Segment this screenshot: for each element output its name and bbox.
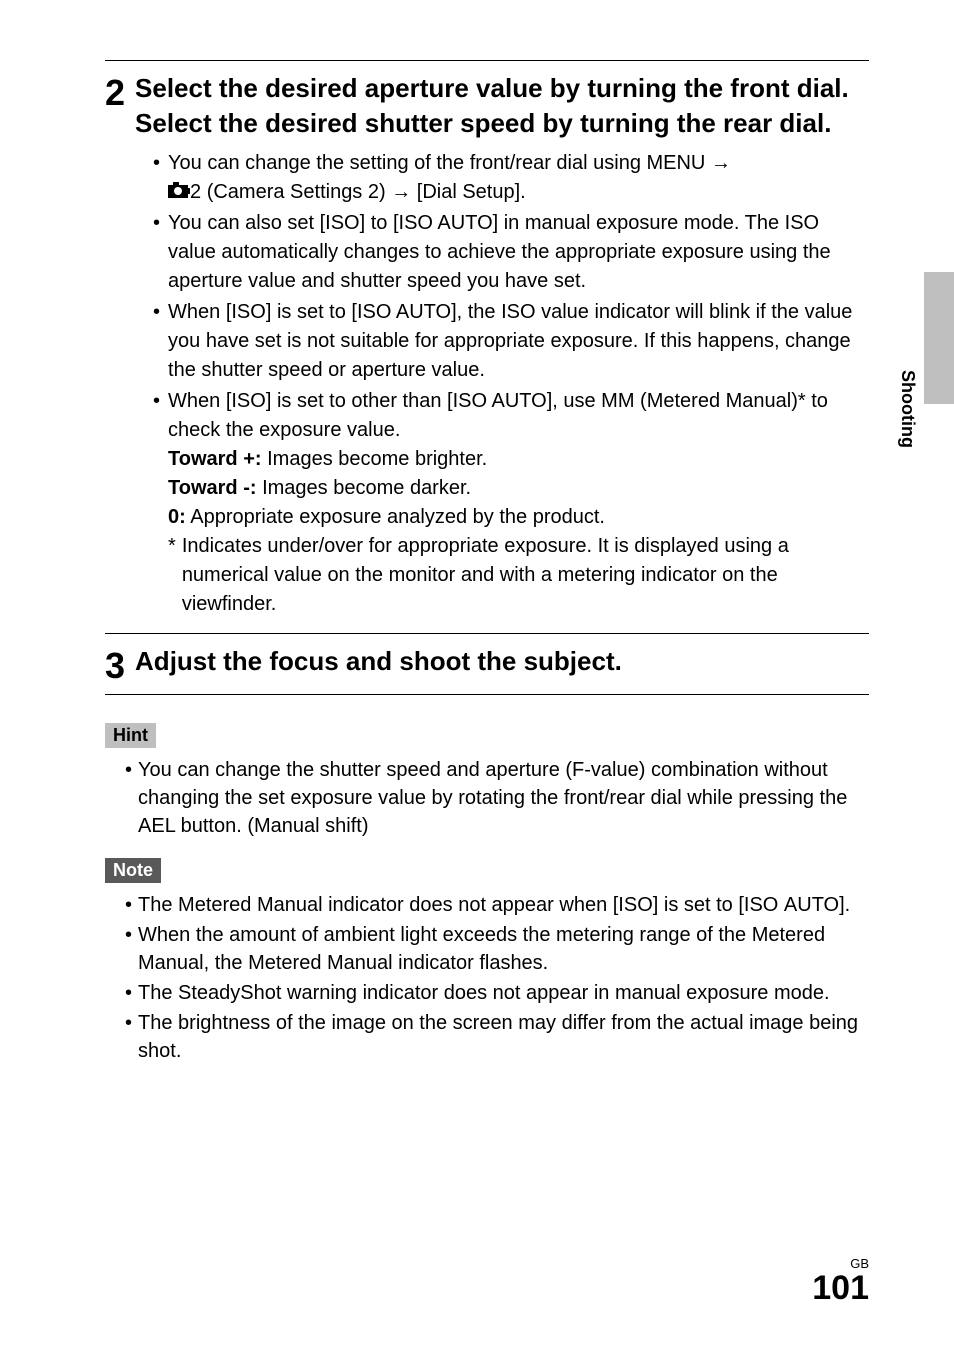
bullet4-text: When [ISO] is set to other than [ISO AUT… [168,390,828,441]
text-mid: 2 (Camera Settings 2) [190,181,391,203]
bullet-text: When [ISO] is set to [ISO AUTO], the ISO… [168,298,869,385]
bullet-dot: • [125,979,132,1007]
toward-plus-text: Images become brighter. [262,448,488,470]
step-3: 3 Adjust the focus and shoot the subject… [105,644,869,684]
bullet-item: • When [ISO] is set to other than [ISO A… [153,387,869,619]
bullet-item: • You can also set [ISO] to [ISO AUTO] i… [153,209,869,296]
toward-minus-text: Images become darker. [257,477,472,499]
divider [105,60,869,61]
step2-title-line2: Select the desired shutter speed by turn… [135,108,831,138]
hint-text: You can change the shutter speed and ape… [138,756,869,840]
arrow-icon: → [711,152,731,174]
step-number: 3 [105,648,125,684]
bullet-dot: • [125,756,132,840]
bullet-dot: • [125,891,132,919]
page-footer: GB 101 [812,1256,869,1305]
note-item: • The brightness of the image on the scr… [125,1009,869,1065]
step-2: 2 Select the desired aperture value by t… [105,71,869,141]
side-section-label: Shooting [897,370,918,448]
bullet-dot: • [153,149,160,207]
star-mark: * [168,532,176,619]
hint-item: • You can change the shutter speed and a… [125,756,869,840]
arrow-icon: → [391,181,411,203]
hint-label: Hint [105,723,156,748]
bullet-text: You can change the setting of the front/… [168,149,869,207]
note-text: The SteadyShot warning indicator does no… [138,979,830,1007]
divider [105,633,869,634]
bullet-text: You can also set [ISO] to [ISO AUTO] in … [168,209,869,296]
step-title: Adjust the focus and shoot the subject. [135,644,622,679]
text-pre: You can change the setting of the front/… [168,152,711,174]
step2-sublist: • You can change the setting of the fron… [153,149,869,619]
note-text: The Metered Manual indicator does not ap… [138,891,850,919]
zero-label: 0: [168,506,186,528]
note-text: The brightness of the image on the scree… [138,1009,869,1065]
bullet-text: When [ISO] is set to other than [ISO AUT… [168,387,869,619]
toward-minus-label: Toward -: [168,477,257,499]
bullet-item: • When [ISO] is set to [ISO AUTO], the I… [153,298,869,385]
divider [105,694,869,695]
bullet-dot: • [153,209,160,296]
footnote: * Indicates under/over for appropriate e… [168,532,869,619]
note-item: • When the amount of ambient light excee… [125,921,869,977]
bullet-dot: • [125,921,132,977]
bullet-dot: • [125,1009,132,1065]
star-text: Indicates under/over for appropriate exp… [182,532,869,619]
note-text: When the amount of ambient light exceeds… [138,921,869,977]
zero-text: Appropriate exposure analyzed by the pro… [186,506,605,528]
side-tab [924,272,954,404]
bullet-dot: • [153,298,160,385]
toward-plus-label: Toward +: [168,448,262,470]
camera-icon [168,178,190,207]
text-post: [Dial Setup]. [411,181,526,203]
note-label: Note [105,858,161,883]
note-item: • The Metered Manual indicator does not … [125,891,869,919]
page-number: 101 [812,1269,869,1307]
step2-title-line1: Select the desired aperture value by tur… [135,73,849,103]
step-title: Select the desired aperture value by tur… [135,71,849,141]
step-number: 2 [105,75,125,111]
note-item: • The SteadyShot warning indicator does … [125,979,869,1007]
bullet-dot: • [153,387,160,619]
bullet-item: • You can change the setting of the fron… [153,149,869,207]
